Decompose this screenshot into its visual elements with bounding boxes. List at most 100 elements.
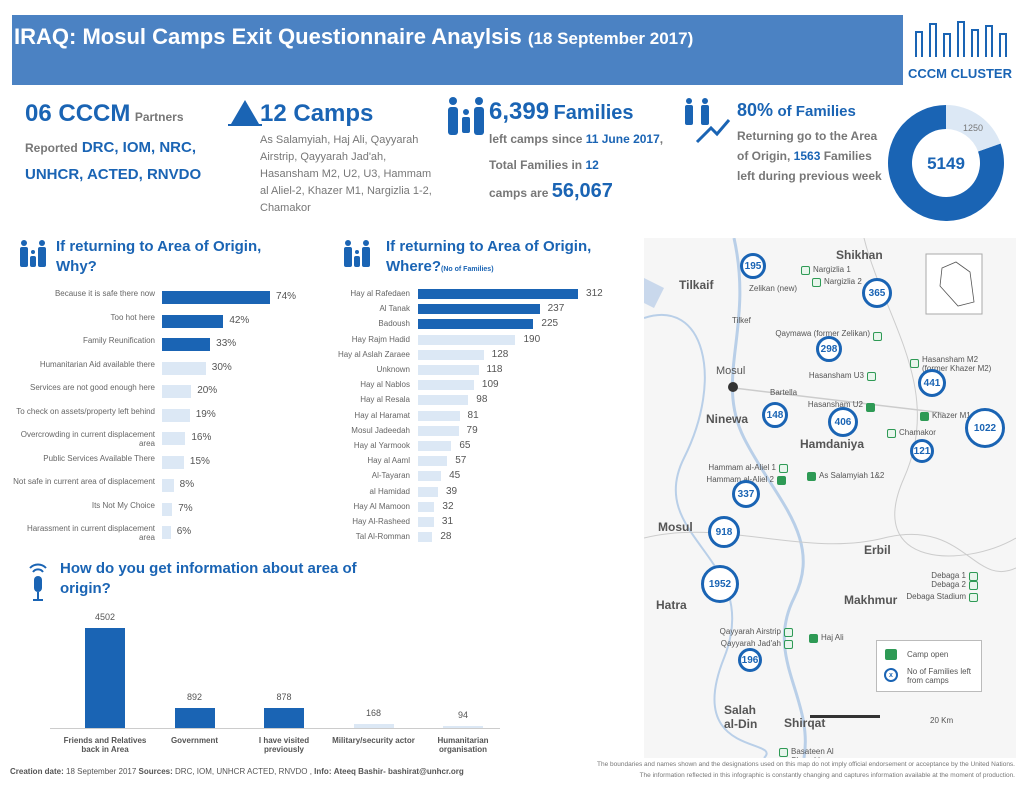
map-legend: Camp open x No of Families left from cam…: [876, 640, 982, 692]
bar-value: 39: [446, 485, 458, 497]
column: [443, 725, 483, 728]
bar: [418, 289, 579, 299]
bar-value: 118: [486, 364, 503, 375]
bar-label: Hay al Yarmook: [353, 441, 410, 450]
bar: [162, 455, 184, 469]
bar-value: 20%: [197, 385, 218, 396]
column-value: 94: [457, 709, 468, 720]
bar-label: Not safe in current area of displacement: [13, 477, 155, 486]
bar-label: Hay al Aaml: [367, 456, 410, 466]
camp-icon: [969, 581, 978, 590]
donut-slice: [946, 105, 1001, 152]
bar-value: 16%: [191, 432, 212, 443]
camp-icon: [777, 476, 786, 485]
bar-value: 79: [466, 424, 478, 436]
footer-credits: Creation date: 18 September 2017 Sources…: [10, 767, 464, 776]
families-left-circle: 365: [862, 278, 892, 308]
bar-value: 74%: [276, 291, 297, 302]
donut-chart: 5149 1250: [888, 105, 1004, 221]
bar: [162, 479, 174, 492]
bar-value: 28: [440, 531, 452, 543]
column: [85, 628, 125, 728]
families-left-circle: 121: [910, 439, 934, 463]
bar-label: Hay al Aslah Zaraee: [337, 349, 410, 359]
column-value: 892: [186, 692, 203, 703]
families-left-circle: 195: [740, 253, 766, 279]
bar-value: 57: [455, 455, 467, 467]
scale-bar: [810, 715, 880, 718]
bar-value: 42%: [229, 314, 250, 326]
page-title: IRAQ: Mosul Camps Exit Questionnaire Ana…: [14, 24, 694, 49]
bar-value: 81: [467, 409, 479, 421]
families-left-circle: 918: [708, 516, 740, 548]
region-label: Salah al-Din: [724, 703, 758, 731]
camp-label: Hasansham U2: [807, 400, 863, 409]
camp-icon: [779, 464, 788, 473]
region-label: Shikhan: [836, 248, 883, 262]
bar: [162, 502, 173, 516]
bar-label: Services are not good enough here: [30, 383, 155, 392]
bar-label: Because it is safe there now: [54, 289, 155, 298]
bar: [418, 501, 435, 512]
families-left-circle: 298: [816, 336, 842, 362]
bar-value: 32: [442, 500, 454, 512]
families-left-circle: 148: [762, 402, 788, 428]
camp-label: As Salamyiah 1&2: [819, 471, 885, 480]
bar-value: 312: [586, 288, 603, 299]
svg-text:CCCM CLUSTER: CCCM CLUSTER: [908, 66, 1013, 81]
donut-main-label: 5149: [927, 154, 965, 173]
bar-label: Harassment in current displacement area: [26, 524, 155, 542]
bar-label: Mosul Jadeedah: [351, 425, 410, 435]
bar: [418, 486, 438, 497]
column-value: 168: [365, 708, 382, 719]
bar-value: 65: [459, 440, 471, 451]
why-bar-chart: Because it is safe there now 74% Too hot h…: [0, 285, 330, 545]
place-label: Bartella: [770, 388, 798, 397]
iraq-inset-outline: [939, 261, 975, 307]
bar-value: 19%: [195, 408, 216, 420]
region-label: Ninewa: [706, 412, 749, 426]
partners-stat: 06 CCCM Partners Reported DRC, IOM, NRC,…: [25, 100, 202, 183]
cccm-logo: CCCM CLUSTER: [908, 12, 1013, 87]
camp-icon: [867, 372, 876, 381]
bar-label: Public Services Available There: [43, 453, 155, 463]
camp-label: Debaga 2: [931, 580, 966, 589]
bar-label: Its Not My Choice: [91, 500, 155, 510]
camp-open-legend-icon: [885, 649, 897, 660]
bar-label: Too hot here: [110, 312, 155, 322]
column: [174, 708, 215, 728]
camp-icon: [969, 593, 978, 602]
bar-value: 7%: [178, 502, 193, 514]
bar: [162, 432, 186, 445]
bar-label: Al-Tayaran: [371, 471, 410, 481]
families-left-circle: 196: [738, 648, 762, 672]
bar: [418, 319, 534, 330]
camp-label: Qayyarah Airstrip: [719, 627, 781, 636]
header-bar: [12, 15, 903, 85]
bar-value: 237: [547, 303, 565, 315]
camp-label: Nargizlia 1: [813, 265, 851, 274]
region-label: Mosul: [658, 520, 693, 534]
camp-label: Hammam al-Aliel 1: [708, 463, 776, 472]
camp-label: Chamakor: [899, 428, 936, 437]
bar: [418, 425, 459, 436]
camp-label: Debaga Stadium: [906, 592, 966, 601]
bar: [162, 338, 211, 351]
bar-value: 45: [449, 470, 461, 482]
camp-label: Khazer M1: [932, 411, 971, 420]
bar-label: Hay Al Mamoon: [353, 501, 410, 511]
bar-label: To check on assets/property left behind: [16, 406, 155, 416]
families-left-circle: 1022: [965, 408, 1005, 448]
camp-icon: [779, 748, 788, 757]
families-stat: 6,399 Families left camps since 11 June …: [489, 98, 664, 202]
camp-icon: [873, 332, 882, 341]
donut-secondary-label: 1250: [963, 123, 983, 133]
camp-label: Basateen Al Sheoukh: [791, 747, 834, 758]
bar: [418, 334, 516, 345]
bar: [418, 532, 433, 543]
camp-label: Debaga 1: [931, 571, 966, 580]
bar: [418, 456, 448, 467]
families-legend-label: No of Families left from camps: [907, 667, 972, 685]
column-value: 4502: [94, 612, 116, 622]
bar-label: Hay Rajm Hadid: [351, 334, 410, 344]
